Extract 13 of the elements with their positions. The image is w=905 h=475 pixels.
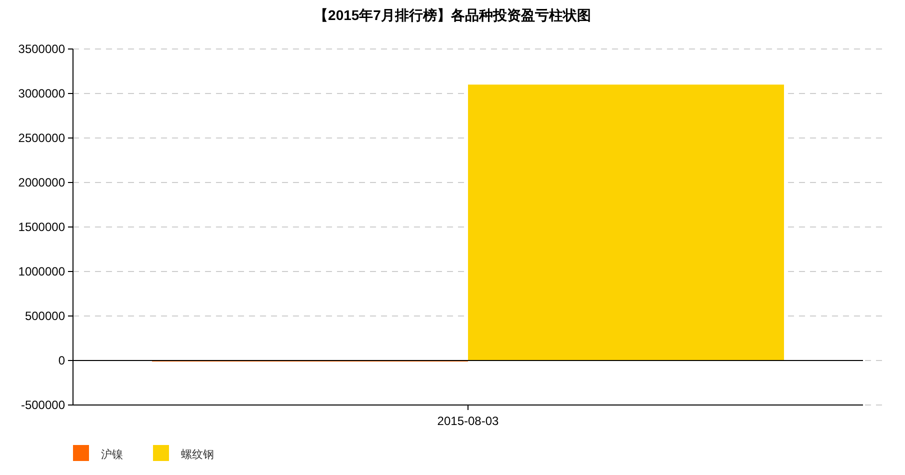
y-tick-label: 3500000 — [18, 42, 66, 56]
legend-label: 沪镍 — [101, 448, 123, 461]
y-tick-label: 1000000 — [18, 264, 66, 278]
y-tick-label: 1500000 — [18, 220, 66, 234]
legend-label: 螺纹钢 — [181, 448, 214, 461]
y-tick-label: 2000000 — [18, 176, 66, 190]
y-tick-label: 500000 — [24, 309, 66, 323]
y-tick-label: 2500000 — [18, 131, 66, 145]
y-tick-label: -500000 — [20, 398, 66, 412]
chart-title: 【2015年7月排行榜】各品种投资盈亏柱状图 — [314, 7, 591, 23]
y-tick-label: 3000000 — [18, 86, 66, 100]
y-tick-label: 0 — [58, 354, 66, 368]
x-tick-label: 2015-08-03 — [437, 414, 500, 428]
